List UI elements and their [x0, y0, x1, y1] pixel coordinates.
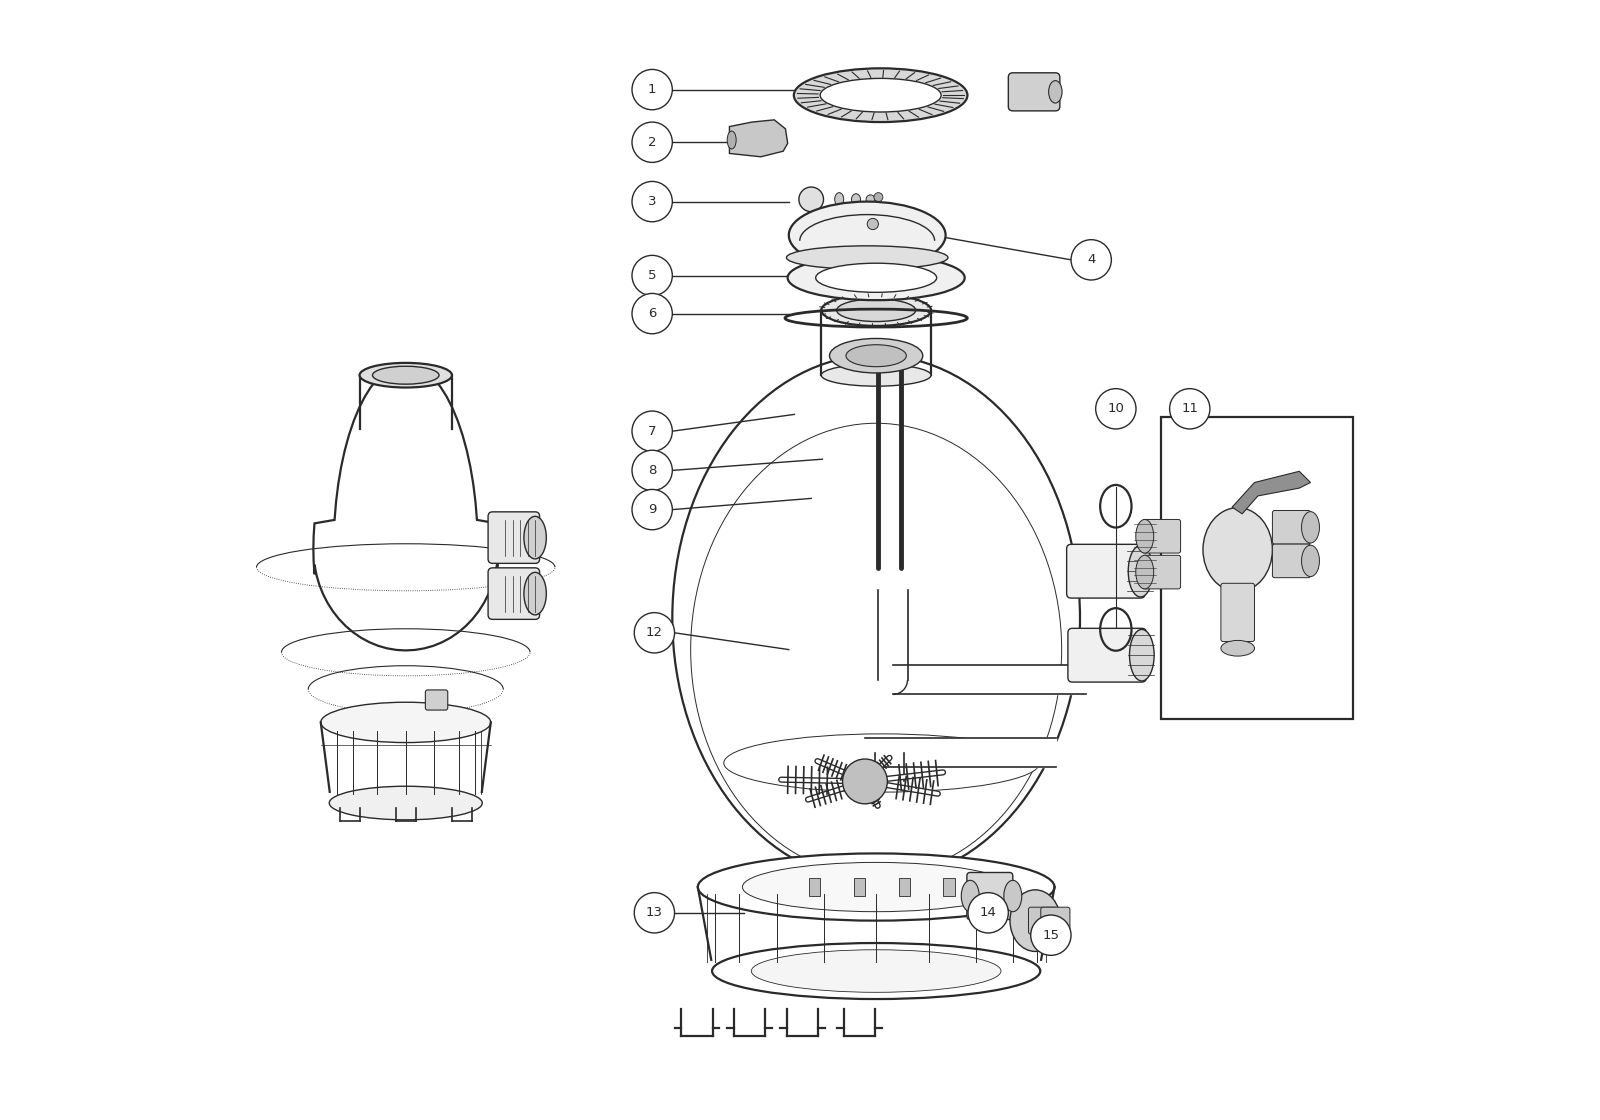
- Ellipse shape: [1221, 641, 1254, 656]
- Ellipse shape: [787, 255, 965, 300]
- FancyBboxPatch shape: [1142, 556, 1181, 589]
- Ellipse shape: [1010, 890, 1061, 952]
- Text: 13: 13: [646, 906, 662, 920]
- Ellipse shape: [835, 193, 843, 206]
- Circle shape: [1170, 389, 1210, 429]
- Circle shape: [874, 193, 883, 202]
- Ellipse shape: [1003, 880, 1022, 912]
- Text: 8: 8: [648, 464, 656, 477]
- Circle shape: [968, 893, 1008, 933]
- Text: 7: 7: [648, 424, 656, 438]
- Ellipse shape: [1203, 507, 1272, 591]
- Ellipse shape: [829, 338, 923, 373]
- Ellipse shape: [821, 78, 941, 112]
- FancyBboxPatch shape: [1221, 584, 1254, 642]
- Circle shape: [632, 489, 672, 530]
- Ellipse shape: [360, 363, 451, 388]
- Text: 4: 4: [1086, 253, 1096, 267]
- Ellipse shape: [712, 943, 1040, 999]
- Polygon shape: [314, 364, 498, 651]
- Ellipse shape: [846, 345, 906, 366]
- Ellipse shape: [1301, 545, 1320, 577]
- Ellipse shape: [1130, 629, 1154, 681]
- FancyBboxPatch shape: [1142, 520, 1181, 553]
- Circle shape: [867, 218, 878, 230]
- Ellipse shape: [723, 734, 1040, 792]
- Bar: [899, 878, 910, 896]
- Polygon shape: [730, 120, 787, 157]
- Polygon shape: [1232, 472, 1310, 514]
- Circle shape: [632, 293, 672, 334]
- Circle shape: [632, 181, 672, 222]
- Text: 10: 10: [1107, 402, 1125, 416]
- Circle shape: [632, 69, 672, 110]
- Text: 9: 9: [648, 503, 656, 516]
- Ellipse shape: [726, 131, 736, 149]
- Text: 11: 11: [1181, 402, 1198, 416]
- Text: 15: 15: [1042, 928, 1059, 942]
- Ellipse shape: [851, 194, 861, 205]
- Circle shape: [632, 122, 672, 162]
- Text: 5: 5: [648, 269, 656, 282]
- Ellipse shape: [821, 364, 931, 386]
- Ellipse shape: [330, 786, 482, 820]
- Ellipse shape: [752, 950, 1002, 992]
- Ellipse shape: [523, 516, 546, 559]
- Ellipse shape: [742, 862, 1010, 912]
- FancyBboxPatch shape: [1160, 417, 1354, 719]
- Ellipse shape: [816, 263, 936, 292]
- Text: 6: 6: [648, 307, 656, 320]
- Text: 14: 14: [979, 906, 997, 920]
- Circle shape: [1030, 915, 1070, 955]
- Text: 3: 3: [648, 195, 656, 208]
- Circle shape: [1096, 389, 1136, 429]
- FancyBboxPatch shape: [426, 690, 448, 710]
- Circle shape: [843, 759, 888, 804]
- Ellipse shape: [866, 195, 875, 204]
- Ellipse shape: [821, 295, 931, 326]
- FancyBboxPatch shape: [1029, 907, 1058, 934]
- Ellipse shape: [794, 68, 968, 122]
- Circle shape: [634, 613, 675, 653]
- Text: 12: 12: [646, 626, 662, 640]
- FancyBboxPatch shape: [488, 512, 539, 563]
- Text: 2: 2: [648, 136, 656, 149]
- Bar: [810, 878, 821, 896]
- Bar: [944, 878, 955, 896]
- Ellipse shape: [962, 880, 979, 912]
- Circle shape: [634, 893, 675, 933]
- Ellipse shape: [787, 246, 947, 270]
- Ellipse shape: [1048, 81, 1062, 103]
- Ellipse shape: [1128, 545, 1154, 597]
- Circle shape: [632, 255, 672, 296]
- Ellipse shape: [837, 299, 915, 321]
- Circle shape: [1070, 240, 1112, 280]
- Ellipse shape: [1136, 520, 1154, 553]
- FancyBboxPatch shape: [1272, 511, 1310, 544]
- FancyBboxPatch shape: [1067, 544, 1146, 598]
- Ellipse shape: [672, 355, 1080, 881]
- FancyBboxPatch shape: [1040, 907, 1070, 934]
- Bar: [854, 878, 866, 896]
- Circle shape: [632, 411, 672, 451]
- Text: 1: 1: [648, 83, 656, 96]
- Ellipse shape: [698, 853, 1054, 921]
- Ellipse shape: [1301, 512, 1320, 543]
- Circle shape: [632, 450, 672, 491]
- Ellipse shape: [798, 187, 824, 212]
- FancyBboxPatch shape: [1067, 628, 1146, 682]
- Ellipse shape: [789, 202, 946, 269]
- Ellipse shape: [320, 702, 491, 743]
- FancyBboxPatch shape: [1008, 73, 1059, 111]
- Ellipse shape: [1136, 556, 1154, 589]
- FancyBboxPatch shape: [488, 568, 539, 619]
- FancyBboxPatch shape: [966, 872, 1013, 920]
- Ellipse shape: [373, 366, 438, 384]
- FancyBboxPatch shape: [1272, 544, 1310, 578]
- Ellipse shape: [523, 572, 546, 615]
